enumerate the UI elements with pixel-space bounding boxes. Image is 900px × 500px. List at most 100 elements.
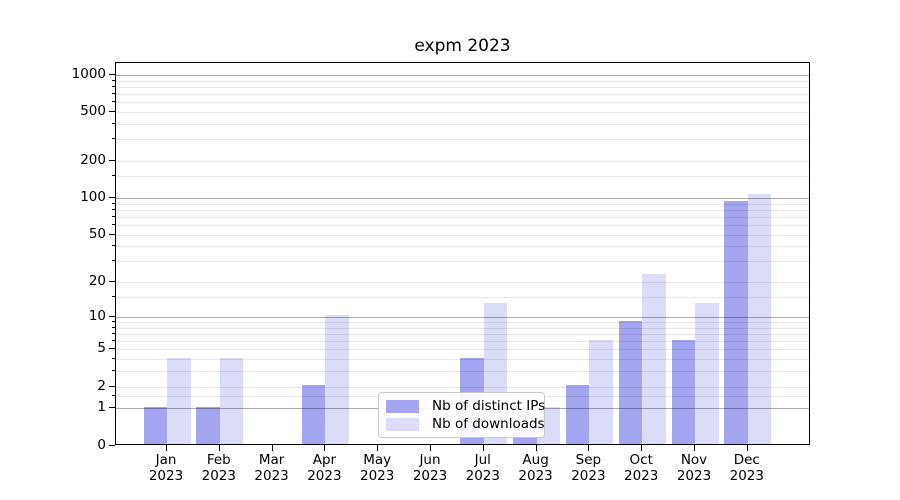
y-tick-label-5: 5 bbox=[97, 340, 106, 357]
x-tick-mark-jan bbox=[166, 444, 167, 451]
x-tick-label-dec: Dec 2023 bbox=[729, 451, 764, 484]
bar-downloads-sep bbox=[589, 339, 613, 444]
y-tick-mark bbox=[109, 407, 115, 409]
bar-distinct-ips-apr bbox=[301, 385, 326, 444]
gridline-1000 bbox=[116, 74, 809, 76]
gridline-80 bbox=[116, 209, 809, 211]
y-tick-label-500: 500 bbox=[80, 103, 106, 120]
x-tick-mark-jul bbox=[482, 444, 484, 451]
x-tick-label-aug: Aug 2023 bbox=[518, 451, 553, 484]
gridline-300 bbox=[116, 139, 809, 141]
gridline-3 bbox=[116, 371, 809, 373]
x-tick-label-feb: Feb 2023 bbox=[201, 451, 236, 484]
x-tick-mark-sep bbox=[588, 444, 590, 451]
y-minor-tick-mark bbox=[111, 85, 115, 87]
y-minor-tick-mark bbox=[111, 202, 115, 204]
x-tick-mark-may bbox=[377, 444, 379, 451]
y-tick-label-100: 100 bbox=[80, 189, 106, 205]
bar-downloads-feb bbox=[219, 357, 244, 444]
x-tick-label-sep: Sep 2023 bbox=[571, 451, 606, 484]
bar-distinct-ips-oct bbox=[618, 320, 643, 444]
bar-downloads-oct bbox=[642, 273, 666, 444]
legend-item-distinct-ips: Nb of distinct IPs bbox=[386, 398, 545, 414]
x-tick-mark-jun bbox=[430, 444, 431, 451]
gridline-10 bbox=[116, 316, 809, 318]
gridline-8 bbox=[116, 327, 809, 329]
y-minor-tick-mark bbox=[111, 326, 115, 328]
x-tick-mark-dec bbox=[746, 444, 748, 451]
y-tick-label-2: 2 bbox=[97, 377, 106, 394]
y-tick-mark bbox=[109, 444, 115, 446]
y-minor-tick-mark bbox=[111, 370, 115, 372]
y-tick-label-200: 200 bbox=[80, 152, 106, 169]
x-tick-mark-feb bbox=[218, 444, 220, 451]
gridline-15 bbox=[116, 296, 809, 298]
y-tick-mark bbox=[109, 73, 115, 75]
gridline-5 bbox=[116, 349, 809, 351]
y-minor-tick-mark bbox=[111, 208, 115, 210]
x-tick-label-jun: Jun 2023 bbox=[412, 451, 448, 484]
gridline-6 bbox=[116, 341, 809, 343]
legend-swatch-downloads bbox=[386, 417, 419, 431]
y-minor-tick-mark bbox=[111, 138, 115, 140]
gridline-7 bbox=[116, 334, 809, 335]
gridline-90 bbox=[116, 203, 809, 205]
gridline-30 bbox=[116, 261, 809, 263]
gridline-50 bbox=[116, 234, 809, 236]
legend-label-distinct-ips: Nb of distinct IPs bbox=[432, 398, 546, 414]
y-tick-label-20: 20 bbox=[88, 273, 106, 290]
legend-swatch-distinct-ips bbox=[386, 399, 419, 413]
x-tick-label-nov: Nov 2023 bbox=[676, 451, 712, 484]
y-minor-tick-mark bbox=[111, 333, 115, 334]
y-tick-mark bbox=[109, 197, 115, 198]
bar-downloads-apr bbox=[325, 315, 349, 444]
y-tick-label-1: 1 bbox=[97, 399, 106, 416]
gridline-2 bbox=[116, 386, 809, 388]
y-minor-tick-mark bbox=[111, 321, 115, 322]
y-tick-label-10: 10 bbox=[88, 307, 106, 324]
x-tick-label-oct: Oct 2023 bbox=[624, 451, 659, 484]
plot-area bbox=[115, 62, 810, 445]
bar-downloads-nov bbox=[695, 302, 719, 444]
y-tick-mark bbox=[109, 281, 115, 283]
x-tick-label-jan: Jan 2023 bbox=[148, 451, 184, 484]
chart-title: expm 2023 bbox=[414, 36, 511, 56]
y-tick-mark bbox=[109, 348, 115, 350]
gridline-4 bbox=[116, 359, 809, 361]
x-tick-mark-oct bbox=[641, 444, 643, 451]
bar-distinct-ips-nov bbox=[671, 339, 695, 444]
gridline-60 bbox=[116, 225, 809, 226]
y-minor-tick-mark bbox=[111, 175, 115, 177]
y-minor-tick-mark bbox=[111, 358, 115, 360]
y-minor-tick-mark bbox=[111, 93, 115, 95]
x-tick-mark-aug bbox=[535, 444, 537, 451]
bar-downloads-jan bbox=[167, 357, 191, 444]
y-tick-label-1000: 1000 bbox=[71, 65, 106, 82]
x-tick-mark-nov bbox=[694, 444, 695, 451]
legend-item-downloads: Nb of downloads bbox=[386, 416, 545, 432]
bar-downloads-dec bbox=[747, 193, 772, 444]
x-tick-label-jul: Jul 2023 bbox=[465, 451, 500, 484]
x-tick-mark-mar bbox=[271, 444, 273, 451]
x-tick-label-mar: Mar 2023 bbox=[254, 451, 289, 484]
y-minor-tick-mark bbox=[111, 215, 115, 217]
y-minor-tick-mark bbox=[111, 260, 115, 262]
gridline-900 bbox=[116, 80, 809, 82]
legend-label-downloads: Nb of downloads bbox=[432, 416, 545, 432]
y-minor-tick-mark bbox=[111, 395, 115, 397]
gridline-100 bbox=[116, 198, 809, 199]
y-tick-mark bbox=[109, 160, 115, 162]
bar-distinct-ips-sep bbox=[565, 385, 590, 444]
gridline-400 bbox=[116, 124, 809, 125]
y-minor-tick-mark bbox=[111, 340, 115, 342]
y-minor-tick-mark bbox=[111, 224, 115, 225]
gridline-20 bbox=[116, 282, 809, 284]
gridline-200 bbox=[116, 161, 809, 163]
gridline-600 bbox=[116, 102, 809, 104]
gridline-700 bbox=[116, 94, 809, 96]
y-minor-tick-mark bbox=[111, 245, 115, 247]
y-tick-label-0: 0 bbox=[97, 436, 106, 453]
y-tick-label-50: 50 bbox=[88, 225, 106, 242]
gridline-40 bbox=[116, 246, 809, 248]
